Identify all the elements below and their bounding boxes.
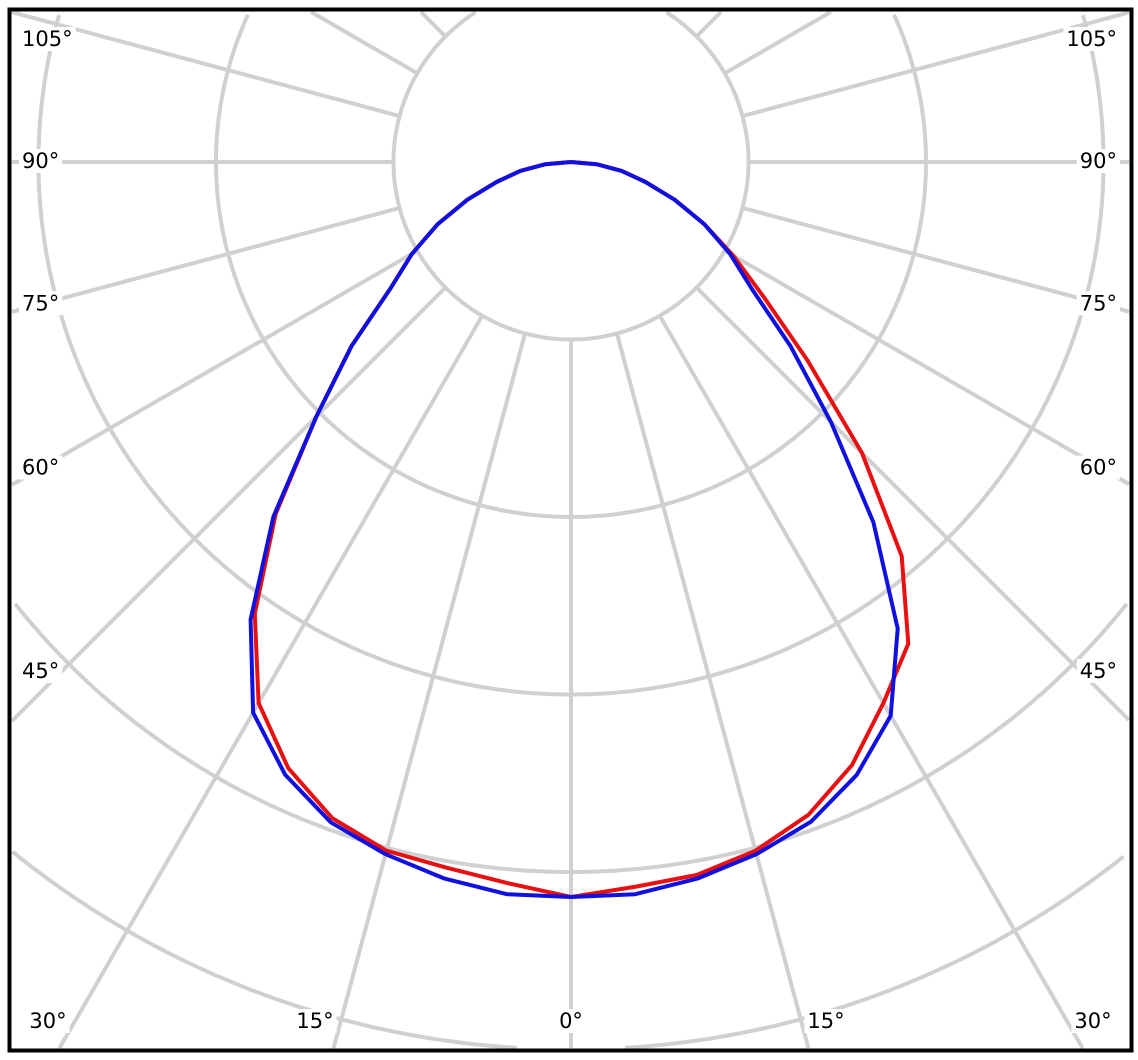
grid-spoke bbox=[741, 206, 1130, 314]
polar-grid bbox=[10, 10, 1131, 1050]
angle-label: 45° bbox=[1080, 659, 1117, 683]
angle-label: 60° bbox=[22, 456, 59, 480]
angle-label-bg bbox=[804, 1009, 848, 1033]
angle-label-bg bbox=[1076, 291, 1120, 316]
angle-label: 105° bbox=[1066, 27, 1117, 51]
angle-label: 60° bbox=[1080, 456, 1117, 480]
angle-label-bg bbox=[1071, 1009, 1115, 1033]
angle-label: 75° bbox=[1080, 291, 1117, 315]
grid-spoke bbox=[11, 206, 401, 314]
angle-labels: 105° 105° 90° 90° 75° 75° 60° 60° 45° 45° 30° 15° 0°… bbox=[19, 27, 1120, 1033]
grid-spoke bbox=[10, 249, 419, 487]
grid-spoke bbox=[695, 10, 723, 38]
grid-spoke bbox=[419, 10, 447, 38]
grid-circle bbox=[625, 855, 1125, 1050]
angle-label-bg bbox=[293, 1009, 337, 1033]
angle-label-bg bbox=[1076, 455, 1120, 480]
grid-spoke bbox=[695, 286, 1131, 722]
grid-circle bbox=[214, 13, 571, 519]
angle-label: 15° bbox=[807, 1009, 844, 1033]
grid-spoke bbox=[10, 286, 447, 723]
angle-label-bg bbox=[1076, 149, 1120, 173]
grid-spoke bbox=[331, 332, 527, 1049]
angle-label-bg bbox=[19, 455, 63, 480]
grid-spoke bbox=[310, 10, 419, 75]
grid-circle bbox=[571, 13, 928, 519]
angle-label: 30° bbox=[29, 1009, 66, 1033]
grid-circle bbox=[571, 14, 1106, 697]
intensity-curves bbox=[248, 160, 911, 899]
intensity-curve-1 bbox=[252, 160, 911, 899]
grid-spoke bbox=[57, 314, 484, 1050]
grid-spoke bbox=[658, 314, 1085, 1050]
angle-label: 30° bbox=[1074, 1009, 1111, 1033]
angle-label: 90° bbox=[1080, 149, 1117, 173]
grid-circle bbox=[11, 850, 517, 1050]
angle-label-bg bbox=[1063, 27, 1120, 51]
angle-label: 75° bbox=[22, 291, 59, 315]
grid-circle bbox=[13, 602, 571, 874]
grid-circle bbox=[391, 10, 571, 342]
grid-circle bbox=[36, 14, 571, 697]
angle-label-bg bbox=[19, 659, 63, 683]
angle-label-bg bbox=[19, 149, 63, 173]
angle-label-bg bbox=[556, 1009, 586, 1033]
grid-spoke bbox=[615, 332, 811, 1049]
angle-label: 45° bbox=[22, 659, 59, 683]
angle-label: 15° bbox=[296, 1009, 333, 1033]
angle-label-bg bbox=[26, 1009, 70, 1033]
chart-frame bbox=[7, 7, 1134, 1053]
grid-spoke bbox=[723, 10, 832, 75]
angle-label: 0° bbox=[559, 1009, 583, 1033]
grid-spoke bbox=[11, 10, 401, 118]
angle-label-bg bbox=[19, 291, 63, 316]
angle-label: 105° bbox=[22, 27, 73, 51]
angle-label-bg bbox=[1076, 659, 1120, 683]
grid-spoke bbox=[723, 249, 1130, 486]
grid-circle bbox=[571, 602, 1129, 874]
angle-label-bg bbox=[19, 27, 76, 51]
angle-label: 90° bbox=[22, 149, 59, 173]
grid-circle bbox=[571, 10, 751, 342]
intensity-curve-2 bbox=[248, 160, 900, 899]
